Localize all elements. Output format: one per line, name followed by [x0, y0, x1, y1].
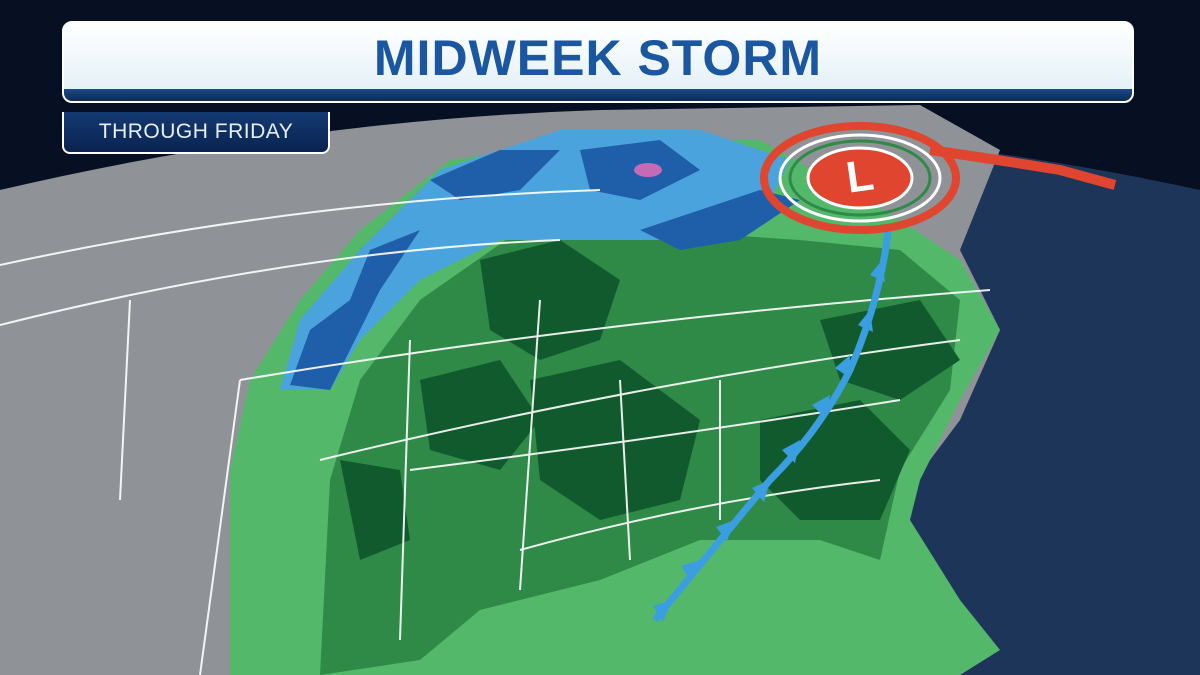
rain-heavy-areas	[340, 240, 960, 560]
cold-front-triangles	[653, 260, 885, 622]
page-title: MIDWEEK STORM	[373, 30, 823, 86]
subtitle: THROUGH FRIDAY	[98, 120, 294, 143]
state-borders	[0, 189, 991, 675]
title-banner: MIDWEEK STORM	[62, 21, 1134, 103]
snow-heavy-area	[290, 140, 800, 390]
subtitle-banner: THROUGH FRIDAY	[62, 112, 330, 154]
low-pressure-label: L	[843, 150, 877, 203]
snow-light-area	[280, 130, 790, 390]
low-pressure-center	[760, 122, 960, 234]
cold-front	[652, 231, 892, 623]
mix-area	[634, 163, 662, 177]
